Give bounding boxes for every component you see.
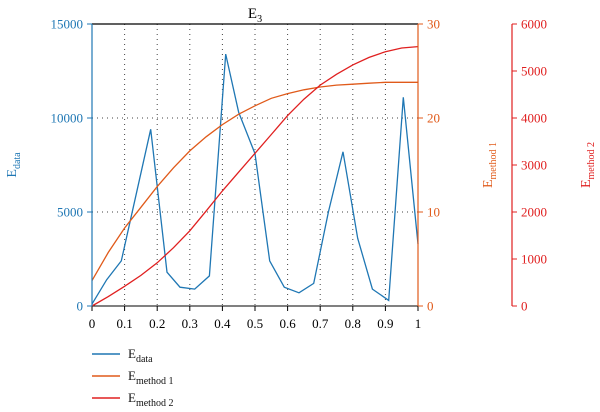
x-tick-label: 0.8: [345, 316, 361, 331]
y-axis-method-1: 0 10 20 30 Emethod 1: [417, 17, 499, 314]
plot-area: [91, 23, 419, 307]
legend-label-subscript: data: [136, 354, 153, 365]
legend-label-e-method-2: Emethod 2: [128, 390, 173, 409]
x-tick-label: 0: [89, 316, 96, 331]
legend-label-main: E: [128, 346, 136, 361]
y-tick-label: 6000: [521, 17, 547, 32]
x-tick-label: 0.4: [214, 316, 231, 331]
legend-label-e-data: Edata: [128, 346, 153, 365]
series-line-e-method-2: [91, 45, 419, 307]
y-axis-label-main: E: [579, 179, 594, 188]
series-line-e-method-1: [91, 81, 418, 281]
y-tick-label: 2000: [521, 205, 547, 220]
y-tick-label: 15000: [51, 17, 84, 32]
y-axis-label-main: E: [481, 179, 496, 188]
plot-background: [92, 24, 418, 306]
x-tick-label: 0.6: [279, 316, 296, 331]
chart-title-subscript: 3: [257, 14, 262, 25]
chart-title: E3: [248, 6, 262, 25]
x-tick-label: 1: [415, 316, 422, 331]
x-tick-label: 0.2: [149, 316, 165, 331]
y-tick-label: 20: [427, 111, 440, 126]
legend-label-main: E: [128, 390, 136, 405]
y-axis-label-subscript: method 1: [488, 142, 499, 180]
y-axis-label-subscript: method 2: [586, 142, 597, 180]
legend-label-e-method-1: Emethod 1: [128, 368, 173, 387]
y-tick-label: 30: [427, 17, 440, 32]
y-axis-label: Emethod 2: [579, 142, 597, 188]
y-axis-label-main: E: [5, 169, 20, 178]
y-axis-label: Emethod 1: [481, 142, 499, 188]
y-tick-label: 1000: [521, 252, 547, 267]
y-axis-method-2: 0 1000 2000 3000 4000 5000 6000 Emethod 2: [511, 17, 597, 314]
x-tick-label: 0.7: [312, 316, 329, 331]
legend-label-main: E: [128, 368, 136, 383]
y-tick-label: 3000: [521, 158, 547, 173]
y-tick-label: 4000: [521, 111, 547, 126]
y-tick-label: 5000: [521, 64, 547, 79]
y-axis-label: Edata: [5, 152, 23, 178]
y-tick-label: 0: [427, 299, 434, 314]
legend-label-subscript: method 2: [136, 398, 174, 409]
x-axis: 0 0.1 0.2 0.3 0.4 0.5 0.6 0.7 0.8 0.9 1: [89, 306, 422, 331]
x-tick-label: 0.3: [182, 316, 198, 331]
x-tick-label: 0.5: [247, 316, 263, 331]
legend-label-subscript: method 1: [136, 376, 174, 387]
y-axis-label-subscript: data: [12, 152, 23, 169]
y-tick-label: 0: [77, 299, 84, 314]
grid: [92, 24, 418, 306]
y-axis-data: 0 5000 10000 15000 Edata: [5, 17, 93, 314]
x-tick-label: 0.1: [116, 316, 132, 331]
x-tick-label: 0.9: [377, 316, 393, 331]
y-tick-label: 10000: [51, 111, 84, 126]
series-line-e-data: [91, 53, 419, 305]
y-tick-label: 0: [521, 299, 528, 314]
y-tick-label: 5000: [57, 205, 83, 220]
y-tick-label: 10: [427, 205, 440, 220]
series-layer: [91, 45, 419, 307]
